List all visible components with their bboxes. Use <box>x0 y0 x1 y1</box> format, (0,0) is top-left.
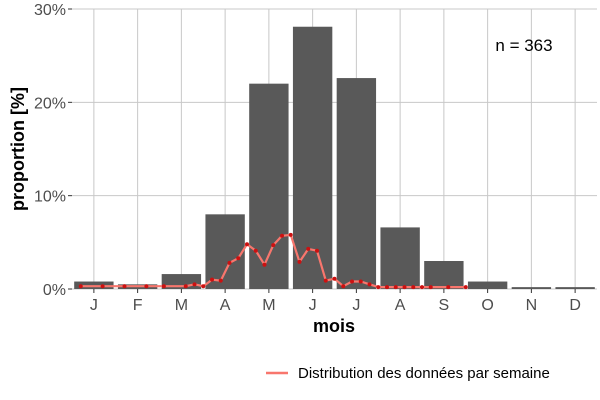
weekly-series-point <box>393 285 398 290</box>
weekly-series-point <box>367 282 372 287</box>
y-tick-label: 30% <box>34 2 66 19</box>
weekly-series-point <box>420 285 424 290</box>
weekly-series-point <box>297 259 302 264</box>
weekly-series-point <box>262 262 267 267</box>
weekly-series-point <box>306 246 311 251</box>
y-tick-label: 20% <box>34 95 66 112</box>
axis-ticks: 0% 10% 20% 30% J F M A M J J A S O N D <box>34 2 581 314</box>
bars <box>74 26 595 290</box>
weekly-series-point <box>227 260 232 265</box>
bar <box>511 287 552 289</box>
legend-label: Distribution des données par semaine <box>298 365 550 382</box>
x-tick-label: J <box>90 297 98 314</box>
weekly-series-point <box>288 232 293 237</box>
x-tick-label: M <box>262 297 275 314</box>
x-tick-label: J <box>352 297 360 314</box>
weekly-series-point <box>192 282 197 287</box>
weekly-series-point <box>122 284 127 289</box>
weekly-series-point <box>271 243 276 248</box>
weekly-series-point <box>376 285 381 290</box>
bar <box>292 26 333 289</box>
weekly-series-point <box>218 278 223 283</box>
weekly-series-point <box>210 277 214 282</box>
weekly-series-point <box>446 285 451 290</box>
bar <box>467 281 508 289</box>
x-tick-label: N <box>526 297 538 314</box>
x-tick-label: D <box>569 297 581 314</box>
bar <box>555 287 595 289</box>
weekly-series-point <box>350 279 354 284</box>
x-tick-label: M <box>175 297 188 314</box>
y-tick-label: 10% <box>34 189 66 206</box>
x-axis-title: mois <box>313 316 355 336</box>
x-tick-label: F <box>133 297 143 314</box>
weekly-series-point <box>358 279 363 284</box>
bar <box>424 261 464 289</box>
weekly-series-point <box>78 284 83 289</box>
bar <box>249 83 289 290</box>
weekly-series-point <box>341 284 346 289</box>
weekly-series-point <box>315 248 319 253</box>
x-tick-label: S <box>439 297 450 314</box>
weekly-series-point <box>411 285 416 290</box>
x-tick-label: A <box>220 297 231 314</box>
weekly-series-point <box>428 285 433 290</box>
weekly-series-point <box>183 284 188 289</box>
weekly-series-point <box>385 285 389 290</box>
weekly-series-point <box>253 248 258 253</box>
bar <box>205 214 245 289</box>
x-tick-label: O <box>481 297 493 314</box>
legend: Distribution des données par semaine <box>266 365 550 382</box>
weekly-series-point <box>201 284 206 289</box>
weekly-series-point <box>323 278 328 283</box>
weekly-series-point <box>245 242 249 247</box>
y-axis-title: proportion [%] <box>8 87 28 211</box>
x-tick-label: J <box>309 297 317 314</box>
weekly-series-point <box>236 256 241 261</box>
x-tick-label: A <box>395 297 406 314</box>
weekly-series <box>78 232 468 290</box>
bar <box>380 227 420 289</box>
weekly-series-point <box>332 276 337 281</box>
bar <box>336 78 377 289</box>
sample-size-annotation: n = 363 <box>495 36 552 55</box>
y-tick-label: 0% <box>43 282 66 299</box>
weekly-series-point <box>402 285 407 290</box>
weekly-series-point <box>280 233 284 238</box>
grid <box>72 8 597 290</box>
weekly-series-point <box>100 284 105 289</box>
weekly-series-point <box>463 285 468 290</box>
weekly-series-point <box>161 284 166 289</box>
weekly-series-point <box>144 284 149 289</box>
